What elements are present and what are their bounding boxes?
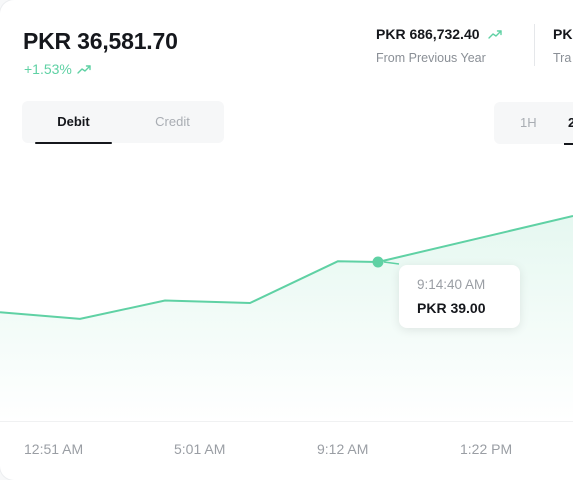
x-axis-line: [0, 421, 573, 422]
debit-credit-tabs: Debit Credit: [22, 101, 224, 144]
tooltip-value: PKR 39.00: [417, 300, 486, 316]
tab-credit[interactable]: Credit: [155, 114, 190, 129]
stat-value: PKR 686,732.40: [376, 26, 480, 42]
stat-truncated: PK Tra: [553, 26, 572, 65]
line-chart: [0, 215, 573, 421]
highlight-point[interactable]: [372, 256, 384, 268]
stat-divider: [534, 24, 535, 66]
x-tick-label: 9:12 AM: [317, 441, 369, 457]
tab-debit[interactable]: Debit: [57, 114, 90, 129]
range-active[interactable]: 2: [568, 115, 573, 130]
active-tab-indicator: [35, 142, 112, 144]
stat-previous-year: PKR 686,732.40 From Previous Year: [376, 26, 502, 65]
x-tick-label: 1:22 PM: [460, 441, 513, 457]
x-tick-label: 12:51 AM: [24, 441, 84, 457]
stat-value: PK: [553, 26, 573, 42]
time-range-selector: 1H 2: [494, 102, 573, 145]
trend-up-icon: [77, 65, 91, 74]
trend-up-icon: [487, 30, 502, 39]
range-1h[interactable]: 1H: [520, 115, 537, 130]
active-range-indicator: [564, 143, 573, 145]
tooltip-time: 9:14:40 AM: [417, 277, 486, 292]
stat-label: Tra: [553, 51, 572, 65]
x-tick-label: 5:01 AM: [174, 441, 226, 457]
tooltip-connector: [383, 261, 400, 265]
change-indicator: +1.53%: [24, 61, 91, 77]
data-tooltip: 9:14:40 AM PKR 39.00: [399, 265, 520, 328]
change-percent: +1.53%: [24, 61, 72, 77]
balance-value: PKR 36,581.70: [23, 28, 178, 54]
stat-label: From Previous Year: [376, 51, 486, 65]
